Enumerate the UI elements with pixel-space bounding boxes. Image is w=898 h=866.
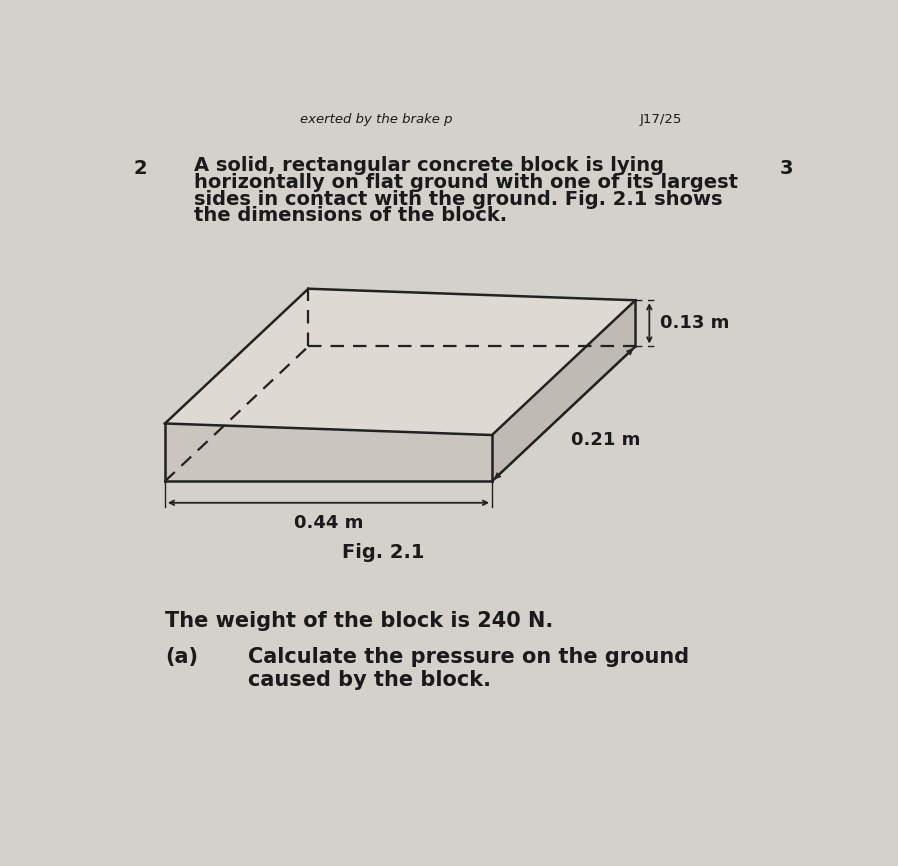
Text: (a): (a) xyxy=(165,647,198,667)
Text: 0.13 m: 0.13 m xyxy=(660,314,729,333)
Text: 0.21 m: 0.21 m xyxy=(571,430,641,449)
Text: 3: 3 xyxy=(779,159,793,178)
Text: A solid, rectangular concrete block is lying: A solid, rectangular concrete block is l… xyxy=(194,156,664,175)
Text: The weight of the block is 240 N.: The weight of the block is 240 N. xyxy=(165,611,553,630)
Polygon shape xyxy=(165,423,492,481)
Polygon shape xyxy=(165,288,636,435)
Text: 0.44 m: 0.44 m xyxy=(294,514,363,532)
Text: 2: 2 xyxy=(134,159,147,178)
Text: Calculate the pressure on the ground: Calculate the pressure on the ground xyxy=(248,647,689,667)
Text: caused by the block.: caused by the block. xyxy=(248,670,491,690)
Text: J17/25: J17/25 xyxy=(639,113,682,126)
Text: horizontally on flat ground with one of its largest: horizontally on flat ground with one of … xyxy=(194,173,737,192)
Polygon shape xyxy=(492,301,636,481)
Text: exerted by the brake p: exerted by the brake p xyxy=(300,113,452,126)
Text: sides in contact with the ground. Fig. 2.1 shows: sides in contact with the ground. Fig. 2… xyxy=(194,190,722,209)
Text: Fig. 2.1: Fig. 2.1 xyxy=(342,543,425,562)
Text: the dimensions of the block.: the dimensions of the block. xyxy=(194,206,506,225)
